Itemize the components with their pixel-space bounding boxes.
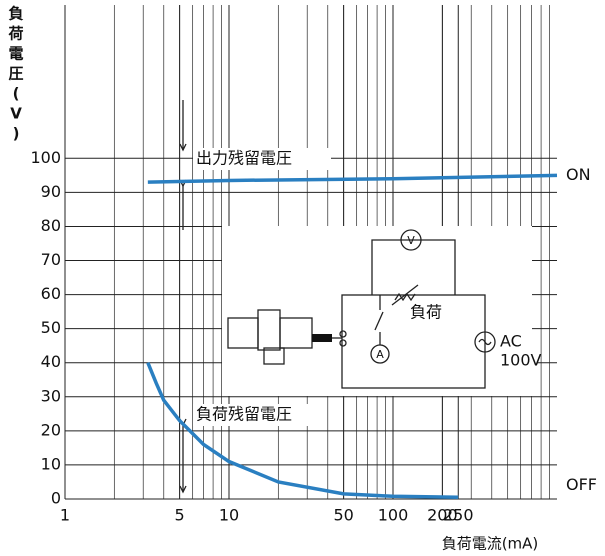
series-label: OFF xyxy=(566,475,597,494)
y-tick-label: 90 xyxy=(41,182,61,201)
y-tick-label: 30 xyxy=(41,386,61,405)
y-tick-label: 50 xyxy=(41,318,61,337)
series-line xyxy=(147,173,558,184)
ammeter-label: A xyxy=(376,348,384,361)
x-tick-label: 50 xyxy=(333,506,353,525)
y-axis-label-char: 電 xyxy=(8,45,23,63)
x-tick-label: 200 xyxy=(427,506,458,525)
load-label: 負荷 xyxy=(410,303,442,322)
y-tick-label: 100 xyxy=(30,148,61,167)
x-tick-label: 100 xyxy=(378,506,409,525)
y-axis-label-char: 圧 xyxy=(8,65,23,83)
y-axis-label-char: 荷 xyxy=(8,25,23,43)
voltage-label: 100V xyxy=(500,351,542,370)
y-axis-label-char: ) xyxy=(13,125,20,143)
series-line xyxy=(146,362,459,500)
y-axis-label-char: ( xyxy=(13,85,20,103)
circuit-diagram: V A 負荷 AC 100V xyxy=(222,226,542,396)
annotation: 負荷残留電圧 xyxy=(196,405,292,424)
y-tick-label: 80 xyxy=(41,216,61,235)
x-tick-label: 5 xyxy=(175,506,185,525)
annotation-bg xyxy=(193,148,331,170)
arrow-head xyxy=(179,143,187,152)
y-tick-label: 10 xyxy=(41,454,61,473)
annotation-bg xyxy=(193,404,323,426)
y-axis-label-char: V xyxy=(10,105,22,123)
source-label: AC xyxy=(500,332,522,351)
x-axis-label: 負荷電流(mA) xyxy=(442,535,539,553)
y-tick-label: 60 xyxy=(41,284,61,303)
annotation: 出力残留電圧 xyxy=(196,149,292,168)
y-tick-label: 0 xyxy=(51,489,61,508)
y-tick-label: 20 xyxy=(41,420,61,439)
y-axis-label-char: 負 xyxy=(8,5,23,23)
voltmeter-label: V xyxy=(407,234,415,247)
x-tick-label: 250 xyxy=(443,506,474,525)
y-tick-label: 40 xyxy=(41,352,61,371)
x-tick-label: 1 xyxy=(60,506,70,525)
series-label: ON xyxy=(566,165,591,184)
y-tick-label: 70 xyxy=(41,250,61,269)
arrow-head xyxy=(179,485,187,494)
x-tick-label: 10 xyxy=(219,506,239,525)
